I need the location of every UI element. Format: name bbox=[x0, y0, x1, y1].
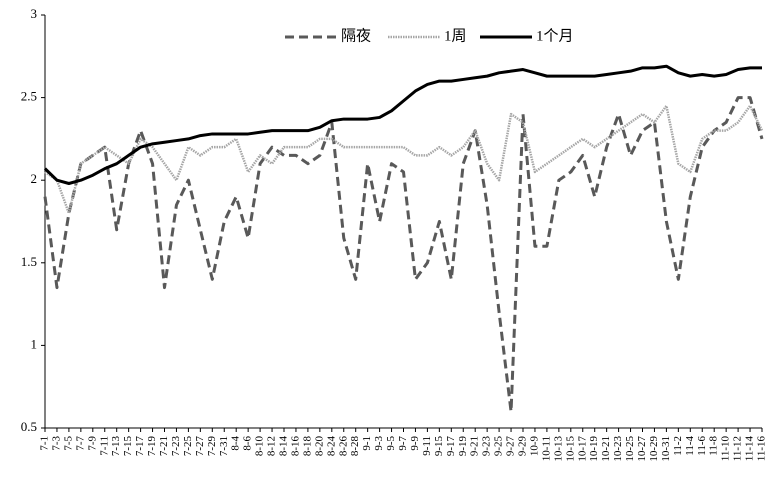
x-tick-label: 9-25 bbox=[493, 436, 505, 457]
x-tick-label: 7-17 bbox=[134, 436, 146, 457]
x-tick-label: 7-5 bbox=[62, 436, 74, 451]
x-tick-label: 8-10 bbox=[254, 436, 266, 457]
series-line bbox=[43, 96, 764, 413]
x-tick-label: 10-11 bbox=[540, 436, 552, 461]
x-tick-label: 7-25 bbox=[182, 436, 194, 457]
x-tick-label: 8-4 bbox=[230, 436, 242, 451]
x-tick-label: 11-8 bbox=[708, 436, 720, 456]
x-tick-label: 7-1 bbox=[39, 436, 51, 451]
x-tick-label: 9-5 bbox=[385, 436, 397, 451]
x-tick-label: 11-16 bbox=[756, 436, 768, 462]
x-tick-label: 10-29 bbox=[648, 436, 660, 462]
x-tick-label: 8-28 bbox=[349, 436, 361, 457]
x-tick-label: 11-10 bbox=[720, 436, 732, 462]
x-tick-label: 8-20 bbox=[313, 436, 325, 457]
x-tick-label: 10-21 bbox=[600, 436, 612, 462]
x-tick-label: 9-7 bbox=[397, 436, 409, 451]
x-tick-label: 11-12 bbox=[732, 436, 744, 461]
x-tick-label: 8-6 bbox=[242, 436, 254, 451]
x-tick-label: 9-23 bbox=[481, 436, 493, 457]
x-tick-label: 10-19 bbox=[588, 436, 600, 462]
x-tick-label: 8-24 bbox=[325, 436, 337, 457]
x-tick-label: 8-16 bbox=[289, 436, 301, 457]
x-tick-label: 11-2 bbox=[672, 436, 684, 456]
y-tick-label: 2.5 bbox=[21, 89, 37, 104]
y-tick-label: 0.5 bbox=[21, 419, 37, 434]
x-tick-label: 10-15 bbox=[564, 436, 576, 462]
x-tick-label: 11-14 bbox=[744, 436, 756, 462]
x-tick-label: 7-19 bbox=[146, 436, 158, 457]
x-tick-label: 7-31 bbox=[218, 436, 230, 456]
x-tick-label: 7-13 bbox=[110, 436, 122, 457]
x-tick-label: 7-21 bbox=[158, 436, 170, 456]
x-tick-label: 7-15 bbox=[122, 436, 134, 457]
legend-label: 隔夜 bbox=[341, 27, 371, 44]
y-tick-label: 1 bbox=[31, 336, 38, 351]
x-tick-label: 10-31 bbox=[660, 436, 672, 462]
x-tick-label: 9-27 bbox=[505, 436, 517, 457]
x-tick-label: 7-7 bbox=[74, 436, 86, 451]
x-tick-label: 9-17 bbox=[445, 436, 457, 457]
legend-label: 1个月 bbox=[536, 27, 574, 44]
x-tick-label: 11-4 bbox=[684, 436, 696, 456]
y-tick-label: 1.5 bbox=[21, 254, 37, 269]
y-tick-label: 2 bbox=[31, 171, 38, 186]
series-line bbox=[44, 104, 764, 215]
x-tick-label: 9-21 bbox=[469, 436, 481, 456]
x-tick-label: 7-23 bbox=[170, 436, 182, 457]
x-tick-label: 8-12 bbox=[266, 436, 278, 456]
x-tick-label: 7-11 bbox=[98, 436, 110, 456]
x-tick-label: 8-14 bbox=[278, 436, 290, 457]
x-tick-label: 11-6 bbox=[696, 436, 708, 456]
x-tick-label: 7-3 bbox=[50, 436, 62, 451]
x-tick-label: 10-9 bbox=[528, 436, 540, 457]
x-tick-label: 9-1 bbox=[361, 436, 373, 451]
x-tick-label: 9-15 bbox=[433, 436, 445, 457]
series-line bbox=[43, 64, 762, 186]
x-tick-label: 7-27 bbox=[194, 436, 206, 457]
x-tick-label: 10-17 bbox=[576, 436, 588, 462]
x-tick-label: 10-27 bbox=[636, 436, 648, 462]
y-tick-label: 3 bbox=[31, 6, 38, 21]
legend-label: 1周 bbox=[444, 27, 467, 44]
x-tick-label: 9-19 bbox=[457, 436, 469, 457]
x-tick-label: 10-23 bbox=[612, 436, 624, 462]
x-tick-label: 10-13 bbox=[552, 436, 564, 462]
x-tick-label: 8-26 bbox=[337, 436, 349, 457]
x-tick-label: 9-9 bbox=[409, 436, 421, 451]
x-tick-label: 9-3 bbox=[373, 436, 385, 451]
x-tick-label: 9-11 bbox=[421, 436, 433, 456]
x-tick-label: 7-29 bbox=[206, 436, 218, 457]
x-tick-label: 10-25 bbox=[624, 436, 636, 462]
x-tick-label: 8-18 bbox=[301, 436, 313, 457]
x-tick-label: 9-29 bbox=[517, 436, 529, 457]
x-tick-label: 7-9 bbox=[86, 436, 98, 451]
